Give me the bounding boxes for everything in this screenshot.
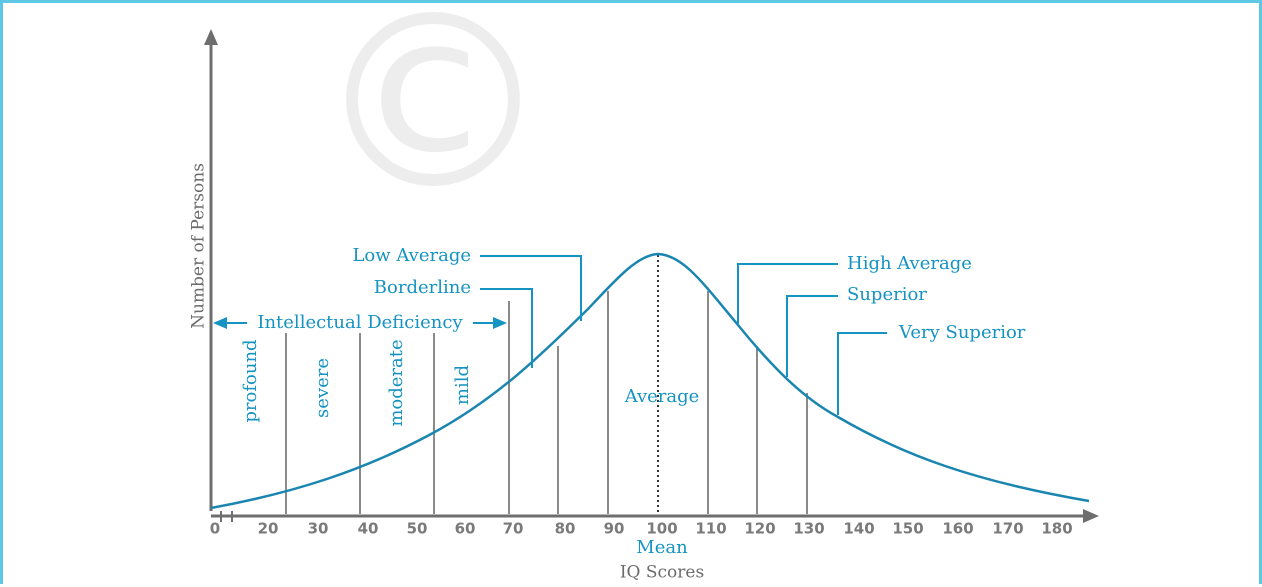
borderline-label: Borderline xyxy=(374,277,471,298)
x-tick-label: 120 xyxy=(744,520,775,538)
x-tick-label: 30 xyxy=(308,520,329,538)
x-tick-labels: 0 20 30 40 50 60 70 80 90 100 110 120 130 140 150 160 17… xyxy=(210,520,1073,538)
x-tick-label: 90 xyxy=(604,520,625,538)
x-axis-arrow xyxy=(1083,509,1099,523)
very-superior-label: Very Superior xyxy=(898,322,1026,343)
deficiency-arrow-left-head xyxy=(213,317,227,329)
deficiency-arrow-right-head xyxy=(493,317,507,329)
x-tick-label: 160 xyxy=(942,520,973,538)
mean-label: Mean xyxy=(636,537,688,558)
watermark-fragment: © xyxy=(313,0,553,243)
very-superior-leader xyxy=(837,332,887,415)
x-tick-label: 170 xyxy=(992,520,1023,538)
x-tick-label: 20 xyxy=(258,520,279,538)
low-average-label: Low Average xyxy=(352,245,471,266)
x-tick-label: 130 xyxy=(793,520,824,538)
x-axis-label: IQ Scores xyxy=(620,563,704,583)
superior-leader xyxy=(786,295,838,377)
y-axis-label: Number of Persons xyxy=(189,163,209,329)
y-axis-arrow xyxy=(204,29,218,45)
intellectual-deficiency-label: Intellectual Deficiency xyxy=(257,312,463,333)
x-tick-label: 80 xyxy=(555,520,576,538)
x-tick-label: 0 xyxy=(210,520,220,538)
x-tick-label: 150 xyxy=(892,520,923,538)
high-average-leader xyxy=(737,263,838,325)
x-tick-label: 70 xyxy=(503,520,524,538)
x-tick-label: 100 xyxy=(646,520,677,538)
normal-curve xyxy=(210,252,1090,510)
average-label: Average xyxy=(624,386,700,407)
high-average-label: High Average xyxy=(847,253,972,274)
profound-label: profound xyxy=(240,339,261,422)
x-tick-label: 40 xyxy=(358,520,379,538)
mild-label: mild xyxy=(452,365,473,405)
borderline-leader xyxy=(480,288,533,368)
moderate-label: moderate xyxy=(386,339,407,426)
x-tick-label: 180 xyxy=(1041,520,1072,538)
superior-label: Superior xyxy=(847,284,927,305)
iq-distribution-diagram: Intellectual Deficiency Low Average Bord… xyxy=(189,29,1099,583)
low-average-leader xyxy=(480,255,582,321)
x-tick-label: 140 xyxy=(843,520,874,538)
severe-label: severe xyxy=(312,358,333,418)
x-tick-label: 50 xyxy=(407,520,428,538)
x-tick-label: 110 xyxy=(695,520,726,538)
x-tick-label: 60 xyxy=(455,520,476,538)
